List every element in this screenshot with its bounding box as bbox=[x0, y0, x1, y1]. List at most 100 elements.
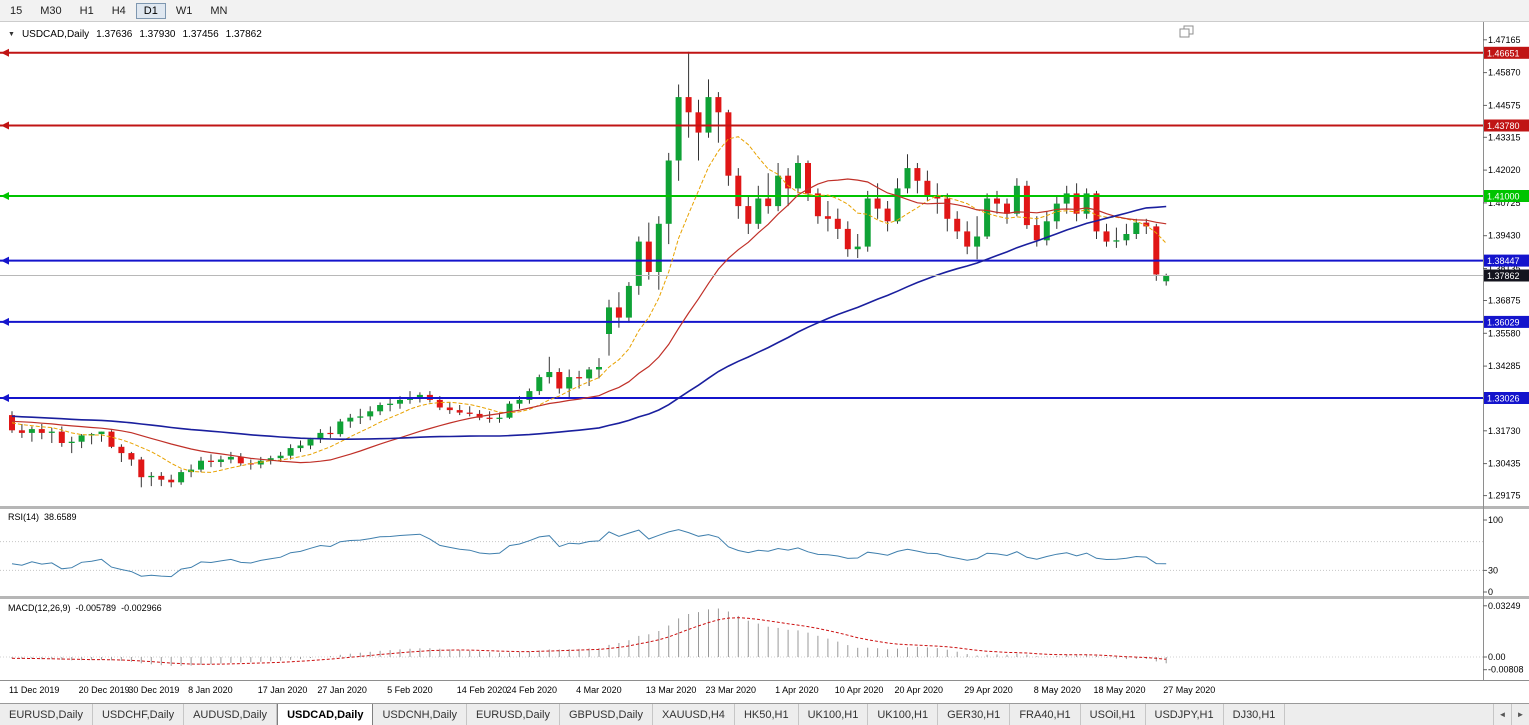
timeframe-button-MN[interactable]: MN bbox=[210, 4, 228, 17]
chart-tab-gbpusd-daily[interactable]: GBPUSD,Daily bbox=[560, 704, 653, 725]
svg-text:11 Dec 2019: 11 Dec 2019 bbox=[9, 685, 59, 695]
chart-tab-eurusd-daily[interactable]: EURUSD,Daily bbox=[467, 704, 560, 725]
level-line-left-marker bbox=[1, 256, 9, 265]
level-line-left-marker bbox=[1, 121, 9, 130]
chart-tab-usdjpy-h1[interactable]: USDJPY,H1 bbox=[1146, 704, 1224, 725]
tabbar-spacer bbox=[1285, 704, 1493, 725]
svg-text:0: 0 bbox=[1488, 587, 1493, 597]
svg-text:1.43315: 1.43315 bbox=[1488, 132, 1521, 142]
price-axis-line bbox=[1483, 22, 1484, 680]
chart-tab-xauusd-h4[interactable]: XAUUSD,H4 bbox=[653, 704, 735, 725]
svg-text:24 Feb 2020: 24 Feb 2020 bbox=[507, 685, 558, 695]
svg-text:17 Jan 2020: 17 Jan 2020 bbox=[258, 685, 308, 695]
svg-text:1.44575: 1.44575 bbox=[1488, 100, 1521, 110]
ma-mid-line bbox=[11, 178, 1167, 464]
collapse-arrow-icon[interactable]: ▼ bbox=[8, 31, 15, 38]
svg-text:8 May 2020: 8 May 2020 bbox=[1034, 685, 1081, 695]
svg-text:0.00: 0.00 bbox=[1488, 652, 1506, 662]
tabs-scroll-right-button[interactable]: ► bbox=[1511, 704, 1529, 725]
window-restore-icon[interactable] bbox=[1179, 25, 1194, 38]
rsi-value: 38.6589 bbox=[44, 512, 77, 522]
price-level-badge bbox=[1484, 269, 1529, 282]
svg-text:1.34285: 1.34285 bbox=[1488, 361, 1521, 371]
timeframe-button-15[interactable]: 15 bbox=[10, 4, 23, 17]
price-level-badge-text: 1.41000 bbox=[1487, 192, 1520, 202]
svg-text:8 Jan 2020: 8 Jan 2020 bbox=[188, 685, 233, 695]
chart-tab-ger30-h1[interactable]: GER30,H1 bbox=[938, 704, 1011, 725]
rsi-name: RSI(14) bbox=[8, 512, 40, 522]
svg-text:1.39430: 1.39430 bbox=[1488, 231, 1521, 241]
svg-text:100: 100 bbox=[1488, 515, 1503, 525]
timeframe-button-D1[interactable]: D1 bbox=[135, 2, 166, 19]
chart-tab-fra40-h1[interactable]: FRA40,H1 bbox=[1010, 704, 1081, 725]
svg-text:1.47165: 1.47165 bbox=[1488, 35, 1521, 45]
price-level-badge-text: 1.33026 bbox=[1487, 394, 1520, 404]
price-level-badge-text: 1.37862 bbox=[1487, 271, 1520, 281]
svg-text:20 Dec 2019: 20 Dec 2019 bbox=[79, 685, 130, 695]
ma-fast-line bbox=[11, 136, 1167, 473]
rsi-indicator-label: RSI(14) 38.6589 bbox=[8, 512, 77, 522]
chart-tab-uk100-h1[interactable]: UK100,H1 bbox=[868, 704, 939, 725]
chart-tab-hk50-h1[interactable]: HK50,H1 bbox=[735, 704, 799, 725]
chart-tab-uk100-h1[interactable]: UK100,H1 bbox=[799, 704, 869, 725]
chart-tab-usdcad-daily[interactable]: USDCAD,Daily bbox=[277, 704, 374, 725]
price-level-badge-text: 1.46651 bbox=[1487, 48, 1520, 58]
level-line-left-marker bbox=[1, 192, 9, 200]
price-level-badge bbox=[1484, 254, 1529, 267]
price-level-badge-text: 1.38447 bbox=[1487, 256, 1520, 266]
svg-text:27 May 2020: 27 May 2020 bbox=[1163, 685, 1215, 695]
price-level-badge bbox=[1484, 119, 1529, 132]
ohlc-low: 1.37456 bbox=[182, 29, 219, 40]
chart-tab-usoil-h1[interactable]: USOil,H1 bbox=[1081, 704, 1146, 725]
chart-canvas[interactable]: 1.47165 1.45870 1.44575 1.43315 1.42020 1.407… bbox=[0, 22, 1529, 703]
price-level-badge bbox=[1484, 46, 1529, 59]
chart-tabs-bar: EURUSD,Daily USDCHF,Daily AUDUSD,Daily USDC… bbox=[0, 703, 1529, 725]
macd-value: -0.005789 bbox=[75, 603, 117, 613]
price-level-badge-text: 1.36029 bbox=[1487, 317, 1520, 327]
svg-text:18 May 2020: 18 May 2020 bbox=[1094, 685, 1146, 695]
level-line-left-marker bbox=[1, 48, 9, 57]
svg-text:4 Mar 2020: 4 Mar 2020 bbox=[576, 685, 622, 695]
macd-signal-line bbox=[11, 617, 1167, 665]
timeframe-button-H1[interactable]: H1 bbox=[79, 4, 94, 17]
svg-text:23 Mar 2020: 23 Mar 2020 bbox=[706, 685, 757, 695]
level-line-left-marker bbox=[1, 317, 9, 326]
price-level-badge bbox=[1484, 315, 1529, 328]
macd-axis-labels[interactable]: 0.03249 0.00 -0.00808 bbox=[1483, 601, 1524, 675]
chart-window[interactable]: 1.47165 1.45870 1.44575 1.43315 1.42020 1.407… bbox=[0, 22, 1529, 703]
pane-separator-main-rsi[interactable] bbox=[0, 506, 1529, 509]
svg-text:29 Apr 2020: 29 Apr 2020 bbox=[964, 685, 1013, 695]
tabs-scroll-left-button[interactable]: ◄ bbox=[1493, 704, 1511, 725]
macd-name: MACD(12,26,9) bbox=[8, 603, 71, 613]
price-axis-labels[interactable]: 1.47165 1.45870 1.44575 1.43315 1.42020 1.407… bbox=[1483, 35, 1521, 501]
timeframe-button-M30[interactable]: M30 bbox=[40, 4, 62, 17]
macd-indicator-label: MACD(12,26,9) -0.005789 -0.002966 bbox=[8, 603, 162, 613]
pane-separator-rsi-macd[interactable] bbox=[0, 596, 1529, 599]
svg-text:1.38135: 1.38135 bbox=[1488, 264, 1521, 274]
timeframe-button-W1[interactable]: W1 bbox=[175, 4, 193, 17]
rsi-axis-labels[interactable]: 100 30 0 bbox=[1483, 515, 1503, 597]
ohlc-close: 1.37862 bbox=[225, 29, 262, 40]
svg-text:10 Apr 2020: 10 Apr 2020 bbox=[835, 685, 884, 695]
price-level-badge bbox=[1484, 392, 1529, 404]
candlesticks bbox=[9, 51, 1170, 488]
timeframe-toolbar: 15 M30 H1 H4 D1 W1 MN bbox=[0, 0, 1529, 22]
chart-tab-eurusd-daily[interactable]: EURUSD,Daily bbox=[0, 704, 93, 725]
svg-text:13 Mar 2020: 13 Mar 2020 bbox=[646, 685, 697, 695]
svg-text:5 Feb 2020: 5 Feb 2020 bbox=[387, 685, 433, 695]
chart-tab-dj30-h1[interactable]: DJ30,H1 bbox=[1224, 704, 1286, 725]
chart-tab-audusd-daily[interactable]: AUDUSD,Daily bbox=[184, 704, 278, 725]
svg-text:30: 30 bbox=[1488, 565, 1498, 575]
macd-signal-value: -0.002966 bbox=[121, 603, 162, 613]
ma-slow-line bbox=[11, 205, 1167, 441]
ohlc-high: 1.37930 bbox=[139, 29, 176, 40]
svg-text:1.29175: 1.29175 bbox=[1488, 491, 1521, 501]
svg-text:14 Feb 2020: 14 Feb 2020 bbox=[457, 685, 508, 695]
timeframe-button-H4[interactable]: H4 bbox=[111, 4, 126, 17]
svg-text:1.40725: 1.40725 bbox=[1488, 198, 1521, 208]
chart-tab-usdcnh-daily[interactable]: USDCNH,Daily bbox=[373, 704, 468, 725]
chart-tab-usdchf-daily[interactable]: USDCHF,Daily bbox=[93, 704, 185, 725]
svg-text:1.45870: 1.45870 bbox=[1488, 68, 1521, 78]
svg-text:20 Apr 2020: 20 Apr 2020 bbox=[895, 685, 944, 695]
